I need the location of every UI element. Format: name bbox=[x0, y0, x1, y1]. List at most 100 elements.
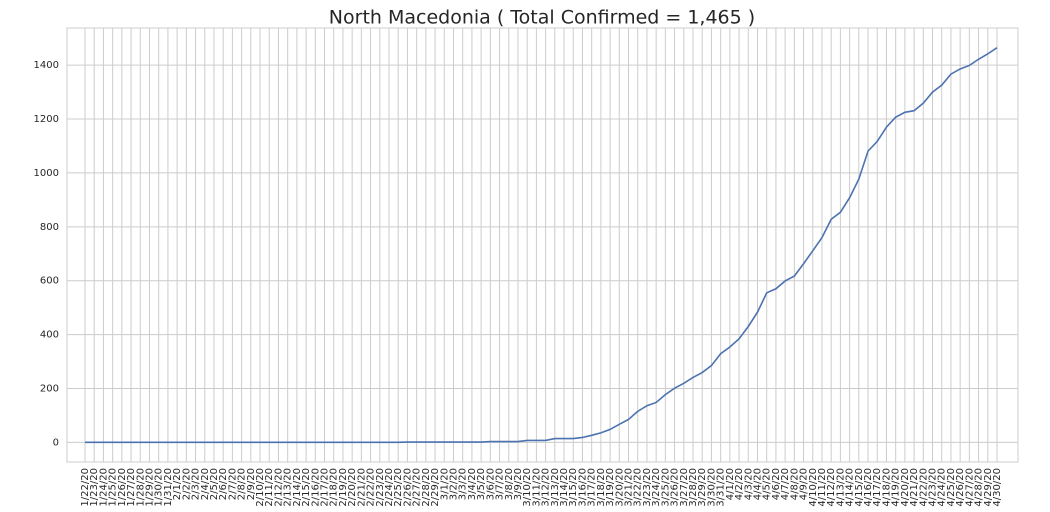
x-tick-label: 4/14/20 bbox=[845, 468, 856, 507]
x-tick-label: 3/9/20 bbox=[513, 468, 524, 500]
x-tick-label: 3/18/20 bbox=[596, 468, 607, 507]
x-tick-label: 3/30/20 bbox=[706, 468, 717, 507]
x-tick-label: 2/22/20 bbox=[366, 468, 377, 507]
y-tick-label: 600 bbox=[40, 276, 59, 287]
y-tick-label: 800 bbox=[40, 222, 59, 233]
x-tick-label: 4/12/20 bbox=[826, 468, 837, 507]
x-tick-label: 4/18/20 bbox=[881, 468, 892, 507]
x-tick-label: 3/31/20 bbox=[716, 468, 727, 507]
y-tick-label: 200 bbox=[40, 383, 59, 394]
x-tick-label: 4/8/20 bbox=[789, 468, 800, 500]
x-tick-label: 1/29/20 bbox=[144, 468, 155, 507]
x-tick-label: 2/28/20 bbox=[421, 468, 432, 507]
x-tick-label: 4/29/20 bbox=[983, 468, 994, 507]
x-tick-label: 3/24/20 bbox=[651, 468, 662, 507]
x-tick-label: 3/23/20 bbox=[642, 468, 653, 507]
x-tick-label: 3/21/20 bbox=[624, 468, 635, 507]
x-tick-label: 3/10/20 bbox=[522, 468, 533, 507]
x-tick-label: 2/12/20 bbox=[273, 468, 284, 507]
y-tick-label: 1000 bbox=[34, 168, 59, 179]
x-tick-label: 4/20/20 bbox=[900, 468, 911, 507]
x-tick-label: 2/6/20 bbox=[218, 468, 229, 500]
x-tick-label: 1/27/20 bbox=[126, 468, 137, 507]
x-tick-label: 1/22/20 bbox=[80, 468, 91, 507]
data-line bbox=[85, 47, 998, 444]
y-tick-label: 400 bbox=[40, 330, 59, 341]
x-tick-label: 3/15/20 bbox=[568, 468, 579, 507]
x-tick-label: 2/25/20 bbox=[393, 468, 404, 507]
x-tick-label: 2/15/20 bbox=[301, 468, 312, 507]
x-tick-label: 4/24/20 bbox=[937, 468, 948, 507]
x-tick-label: 2/13/20 bbox=[283, 468, 294, 507]
x-tick-label: 4/4/20 bbox=[752, 468, 763, 500]
x-tick-label: 2/8/20 bbox=[237, 468, 248, 500]
x-tick-label: 2/21/20 bbox=[356, 468, 367, 507]
x-tick-label: 3/11/20 bbox=[531, 468, 542, 507]
x-tick-label: 1/24/20 bbox=[98, 468, 109, 507]
x-tick-label: 3/16/20 bbox=[577, 468, 588, 507]
x-tick-label: 3/14/20 bbox=[559, 468, 570, 507]
x-tick-label: 2/27/20 bbox=[412, 468, 423, 507]
x-tick-label: 4/5/20 bbox=[762, 468, 773, 500]
x-tick-label: 4/2/20 bbox=[734, 468, 745, 500]
x-tick-label: 4/13/20 bbox=[835, 468, 846, 507]
x-tick-label: 3/8/20 bbox=[504, 468, 515, 500]
x-tick-label: 3/1/20 bbox=[439, 468, 450, 500]
x-tick-label: 4/3/20 bbox=[743, 468, 754, 500]
x-tick-label: 2/19/20 bbox=[338, 468, 349, 507]
x-tick-label: 3/20/20 bbox=[614, 468, 625, 507]
x-tick-label: 3/3/20 bbox=[458, 468, 469, 500]
x-tick-label: 1/31/20 bbox=[163, 468, 174, 507]
x-tick-label: 3/27/20 bbox=[679, 468, 690, 507]
x-tick-label: 2/20/20 bbox=[347, 468, 358, 507]
x-tick-label: 3/29/20 bbox=[697, 468, 708, 507]
x-tick-label: 1/25/20 bbox=[108, 468, 119, 507]
x-tick-label: 2/2/20 bbox=[181, 468, 192, 500]
x-tick-label: 2/7/20 bbox=[227, 468, 238, 500]
x-tick-label: 3/4/20 bbox=[467, 468, 478, 500]
y-tick-label: 0 bbox=[53, 437, 59, 448]
x-tick-label: 3/12/20 bbox=[541, 468, 552, 507]
x-tick-label: 1/30/20 bbox=[154, 468, 165, 507]
x-tick-label: 3/19/20 bbox=[605, 468, 616, 507]
x-tick-label: 1/26/20 bbox=[117, 468, 128, 507]
x-tick-label: 3/7/20 bbox=[495, 468, 506, 500]
chart-title: North Macedonia ( Total Confirmed = 1,46… bbox=[329, 7, 755, 29]
x-tick-label: 3/25/20 bbox=[660, 468, 671, 507]
x-tick-label: 4/26/20 bbox=[955, 468, 966, 507]
x-tick-label: 2/23/20 bbox=[375, 468, 386, 507]
x-tick-label: 4/15/20 bbox=[854, 468, 865, 507]
x-tick-label: 2/18/20 bbox=[329, 468, 340, 507]
x-tick-label: 2/1/20 bbox=[172, 468, 183, 500]
x-tick-label: 4/17/20 bbox=[872, 468, 883, 507]
x-tick-label: 2/4/20 bbox=[200, 468, 211, 500]
x-tick-label: 4/11/20 bbox=[817, 468, 828, 507]
x-tick-label: 3/17/20 bbox=[587, 468, 598, 507]
x-tick-label: 3/26/20 bbox=[670, 468, 681, 507]
x-tick-label: 4/22/20 bbox=[918, 468, 929, 507]
x-tick-label: 2/3/20 bbox=[191, 468, 202, 500]
x-tick-label: 3/6/20 bbox=[485, 468, 496, 500]
x-tick-label: 3/2/20 bbox=[448, 468, 459, 500]
x-tick-label: 4/9/20 bbox=[799, 468, 810, 500]
x-tick-label: 2/17/20 bbox=[320, 468, 331, 507]
x-tick-label: 4/16/20 bbox=[863, 468, 874, 507]
x-tick-label: 3/13/20 bbox=[550, 468, 561, 507]
x-tick-label: 2/5/20 bbox=[209, 468, 220, 500]
x-tick-label: 2/14/20 bbox=[292, 468, 303, 507]
x-tick-label: 4/19/20 bbox=[891, 468, 902, 507]
plot-area bbox=[66, 27, 1019, 463]
x-tick-label: 4/25/20 bbox=[946, 468, 957, 507]
x-tick-label: 2/24/20 bbox=[384, 468, 395, 507]
x-tick-label: 4/27/20 bbox=[964, 468, 975, 507]
x-tick-label: 4/21/20 bbox=[909, 468, 920, 507]
y-tick-label: 1200 bbox=[34, 114, 59, 125]
x-tick-label: 1/23/20 bbox=[89, 468, 100, 507]
x-tick-label: 4/7/20 bbox=[780, 468, 791, 500]
x-tick-label: 4/1/20 bbox=[725, 468, 736, 500]
x-tick-label: 2/29/20 bbox=[430, 468, 441, 507]
x-tick-label: 3/5/20 bbox=[476, 468, 487, 500]
x-tick-label: 4/30/20 bbox=[992, 468, 1003, 507]
y-tick-label: 1400 bbox=[34, 60, 59, 71]
